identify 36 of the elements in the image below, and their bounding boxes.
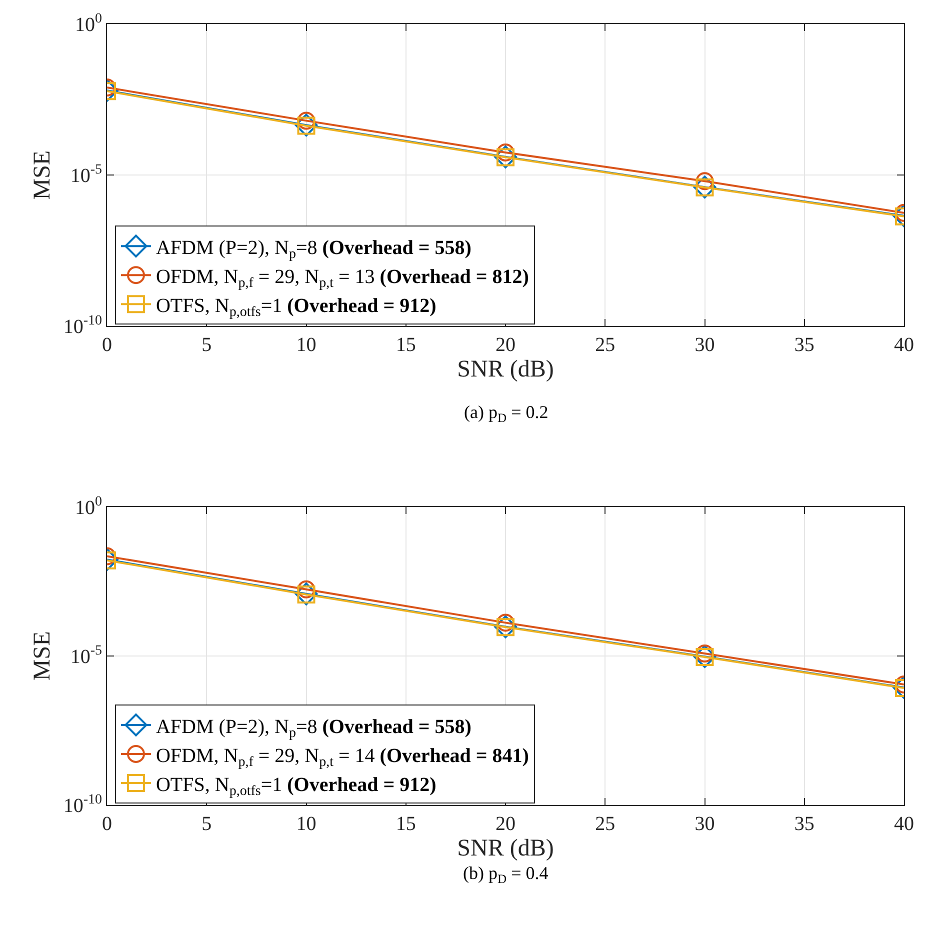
y-tick-label: 10$^{-10}$ <box>63 792 102 817</box>
y-tick-label: 10$^{0}$ <box>75 12 102 36</box>
x-tick-label: 40 <box>894 813 914 835</box>
x-tick-label: 5 <box>202 813 212 835</box>
x-tick-label: 40 <box>894 334 914 356</box>
y-tick-label: 10$^{-10}$ <box>63 314 102 338</box>
x-tick-label: 25 <box>595 813 616 835</box>
x-axis-title: SNR (dB) <box>457 356 554 382</box>
x-tick-label: 25 <box>595 334 616 356</box>
x-tick-label: 20 <box>496 813 516 835</box>
legend-label: AFDM (P=2), N$_{p}$=8 (Overhead = 558) <box>156 716 472 741</box>
legend-label: OFDM, N$_{p,f}$ = 29, N$_{p,t}$ = 14 (Overhead = 841) <box>156 744 529 770</box>
y-tick-label: 10$^{-5}$ <box>70 162 102 188</box>
x-tick-label: 35 <box>794 334 814 356</box>
x-tick-label: 10 <box>296 334 316 356</box>
x-tick-label: 10 <box>296 813 316 835</box>
text: (a) p$_{D}$ = 0.2 <box>464 402 548 425</box>
x-tick-label: 15 <box>396 334 416 356</box>
x-tick-label: 0 <box>102 334 112 356</box>
y-tick-label: 10$^{-5}$ <box>70 644 102 668</box>
x-tick-label: 30 <box>694 334 715 356</box>
x-tick-label: 15 <box>396 813 416 835</box>
x-tick-label: 5 <box>202 334 212 356</box>
y-axis-title: MSE <box>29 631 56 681</box>
x-axis-title: SNR (dB) <box>457 835 554 862</box>
y-axis-title: MSE <box>29 150 56 200</box>
x-tick-label: 0 <box>102 813 112 835</box>
x-tick-label: 20 <box>496 334 516 356</box>
legend-label: AFDM (P=2), N$_{p}$=8 (Overhead = 558) <box>156 236 472 262</box>
legend-label: OTFS, N$_{p,otfs}$=1 (Overhead = 912) <box>156 294 436 320</box>
x-tick-label: 35 <box>794 813 814 835</box>
y-tick-label: 10$^{0}$ <box>75 494 102 519</box>
legend-label: OTFS, N$_{p,otfs}$=1 (Overhead = 912) <box>156 774 436 799</box>
legend-label: OFDM, N$_{p,f}$ = 29, N$_{p,t}$ = 13 (Overhead = 812) <box>156 266 529 292</box>
x-tick-label: 30 <box>694 813 715 835</box>
text: (b) p$_{D}$ = 0.4 <box>463 863 548 886</box>
